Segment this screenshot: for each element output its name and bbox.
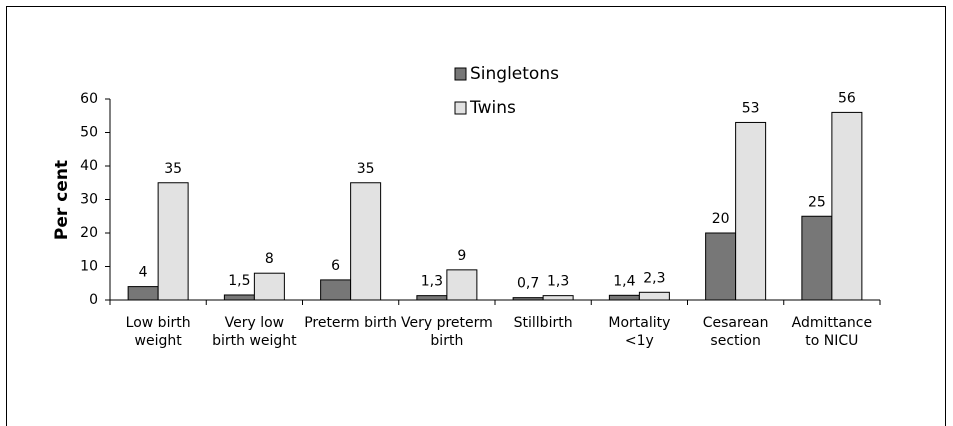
value-label: 35	[357, 161, 375, 177]
value-label: 0,7	[517, 276, 539, 292]
y-tick-label: 40	[80, 158, 98, 174]
x-tick-label: Mortality <1y	[608, 315, 671, 349]
value-label: 8	[265, 251, 274, 267]
bar	[735, 121, 767, 301]
y-tick-label: 50	[80, 125, 98, 141]
value-label: 53	[742, 100, 760, 116]
y-tick-label: 30	[80, 192, 98, 208]
bar	[608, 294, 640, 301]
value-label: 6	[331, 258, 340, 274]
bar	[446, 269, 478, 301]
y-axis-label: Per cent	[52, 160, 72, 240]
legend-swatch	[454, 101, 467, 115]
y-tick-label: 0	[89, 292, 98, 308]
bar	[157, 182, 189, 301]
value-label: 1,4	[613, 273, 635, 289]
value-label: 1,3	[547, 274, 569, 290]
bar	[542, 295, 574, 301]
y-tick-label: 10	[80, 259, 98, 275]
bar	[253, 272, 285, 301]
value-label: 2,3	[643, 270, 665, 286]
bar	[831, 111, 863, 301]
bar	[350, 182, 382, 301]
bar	[638, 291, 670, 301]
x-tick-label: Low birth weight	[125, 315, 191, 349]
value-label: 1,5	[228, 273, 250, 289]
value-label: 25	[808, 194, 826, 210]
bar	[416, 295, 448, 301]
chart-frame	[6, 6, 946, 426]
value-label: 9	[457, 248, 466, 264]
value-label: 4	[139, 265, 148, 281]
bar	[705, 232, 737, 301]
y-tick-label: 20	[80, 225, 98, 241]
x-tick-label: Very preterm birth	[400, 315, 493, 349]
value-label: 20	[712, 211, 730, 227]
value-label: 56	[838, 90, 856, 106]
x-tick-label: Stillbirth	[513, 315, 573, 331]
bar	[512, 297, 544, 301]
x-tick-label: Admittance to NICU	[791, 315, 873, 349]
bar	[320, 279, 352, 301]
legend-label: Singletons	[470, 64, 559, 84]
bar	[801, 215, 833, 301]
bar	[127, 286, 159, 301]
x-tick-label: Cesarean section	[702, 315, 769, 349]
x-tick-label: Very low birth weight	[212, 315, 297, 349]
x-tick-label: Preterm birth	[304, 315, 398, 331]
value-label: 1,3	[421, 274, 443, 290]
bar	[223, 294, 255, 301]
legend-label: Twins	[469, 98, 516, 118]
value-label: 35	[164, 161, 182, 177]
legend-swatch	[454, 67, 467, 81]
y-tick-label: 60	[80, 91, 98, 107]
